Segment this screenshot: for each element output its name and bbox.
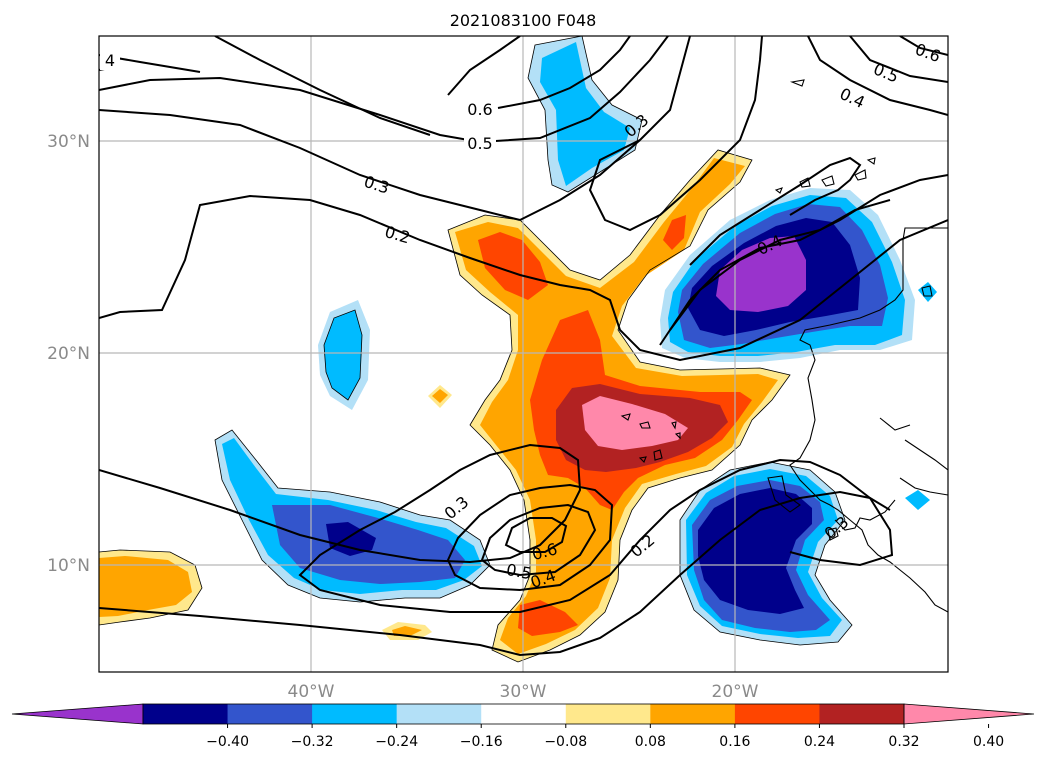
colorbar-tick-label: −0.16 <box>460 734 503 750</box>
fill-red-orange <box>663 215 686 250</box>
contour-0.6-south <box>504 517 568 553</box>
contour-0.5-northeast <box>849 36 948 83</box>
fill-orange <box>392 626 422 636</box>
colorbar-segment <box>481 704 567 724</box>
contour-0.3 <box>99 36 691 221</box>
contour-lines <box>99 36 948 657</box>
contour-0.4-northeast <box>807 36 948 116</box>
colorbar-tick-label: −0.24 <box>375 734 418 750</box>
contour-0.3-loop <box>588 36 763 232</box>
lon-label: 40°W <box>288 682 335 702</box>
african-coastline <box>789 227 948 613</box>
colorbar-extension-low <box>11 703 144 725</box>
colorbar-tick-label: 0.32 <box>888 734 919 750</box>
latitude-labels: 30°N 20°N 10°N <box>47 132 90 576</box>
contour-0.3-south <box>99 443 894 613</box>
gridlines <box>99 36 948 672</box>
colorbar-tick-label: −0.08 <box>544 734 587 750</box>
longitude-labels: 40°W 30°W 20°W <box>288 682 759 702</box>
contour-label: 0.5 <box>467 134 492 153</box>
colorbar-segment <box>143 704 229 724</box>
colorbar: −0.40 −0.32 −0.24 −0.16 −0.08 0.08 0.16 0.24 0.3… <box>11 703 1035 750</box>
map-title: 2021083100 F048 <box>450 11 597 30</box>
fill-cyan <box>918 282 937 302</box>
lat-label: 10°N <box>47 556 90 576</box>
contour-label: 0.6 <box>467 100 492 119</box>
fill-orange <box>99 556 192 617</box>
colorbar-segment <box>312 704 398 724</box>
colorbar-tick-label: −0.40 <box>206 734 249 750</box>
contour-0.5-south <box>480 503 597 577</box>
colorbar-extension-high <box>903 703 1035 725</box>
colorbar-frame <box>142 703 905 725</box>
colorbar-tick-label: 0.16 <box>719 734 750 750</box>
colorbar-segment <box>565 704 651 724</box>
contour-0.5-north <box>99 36 669 144</box>
map-frame <box>98 35 949 673</box>
negative-anomaly-shading <box>215 36 937 645</box>
lat-label: 20°N <box>47 344 90 364</box>
fill-red-orange <box>478 232 548 300</box>
lon-label: 20°W <box>712 682 759 702</box>
colorbar-segment <box>650 704 736 724</box>
colorbar-tick-label: −0.32 <box>291 734 334 750</box>
contour-label: 0.5 <box>505 560 533 583</box>
lat-label: 30°N <box>47 132 90 152</box>
contour-0.4-south <box>446 483 614 592</box>
fill-purple <box>716 236 806 312</box>
colorbar-segment <box>396 704 482 724</box>
fill-cyan <box>540 42 630 186</box>
colorbar-tick-label: 0.24 <box>804 734 835 750</box>
colorbar-segment <box>227 704 313 724</box>
contour-0.4-ridge <box>689 156 862 266</box>
lon-label: 30°W <box>500 682 547 702</box>
contour-0.2 <box>99 194 948 362</box>
colorbar-segment <box>819 704 905 724</box>
contour-0.2-south <box>99 490 891 657</box>
colorbar-tick-label: 0.40 <box>973 734 1004 750</box>
contour-0.6-northeast <box>899 36 948 56</box>
fill-cyan <box>324 310 362 400</box>
fill-navy <box>326 522 376 556</box>
fill-cyan <box>905 490 930 510</box>
coastlines <box>620 79 948 613</box>
contour-0.6-north <box>447 36 631 109</box>
contour-0.4-ne-east <box>669 199 891 331</box>
colorbar-tick-label: 0.08 <box>635 734 666 750</box>
colorbar-segment <box>734 704 820 724</box>
fill-pink <box>582 396 688 450</box>
contour-label: 4 <box>105 51 115 70</box>
map-area: 4 0.6 0.5 0.3 0.3 0.2 0.6 0.5 0.4 0.4 0.… <box>99 36 948 672</box>
fill-orange <box>432 389 448 403</box>
fill-navy <box>698 488 812 614</box>
